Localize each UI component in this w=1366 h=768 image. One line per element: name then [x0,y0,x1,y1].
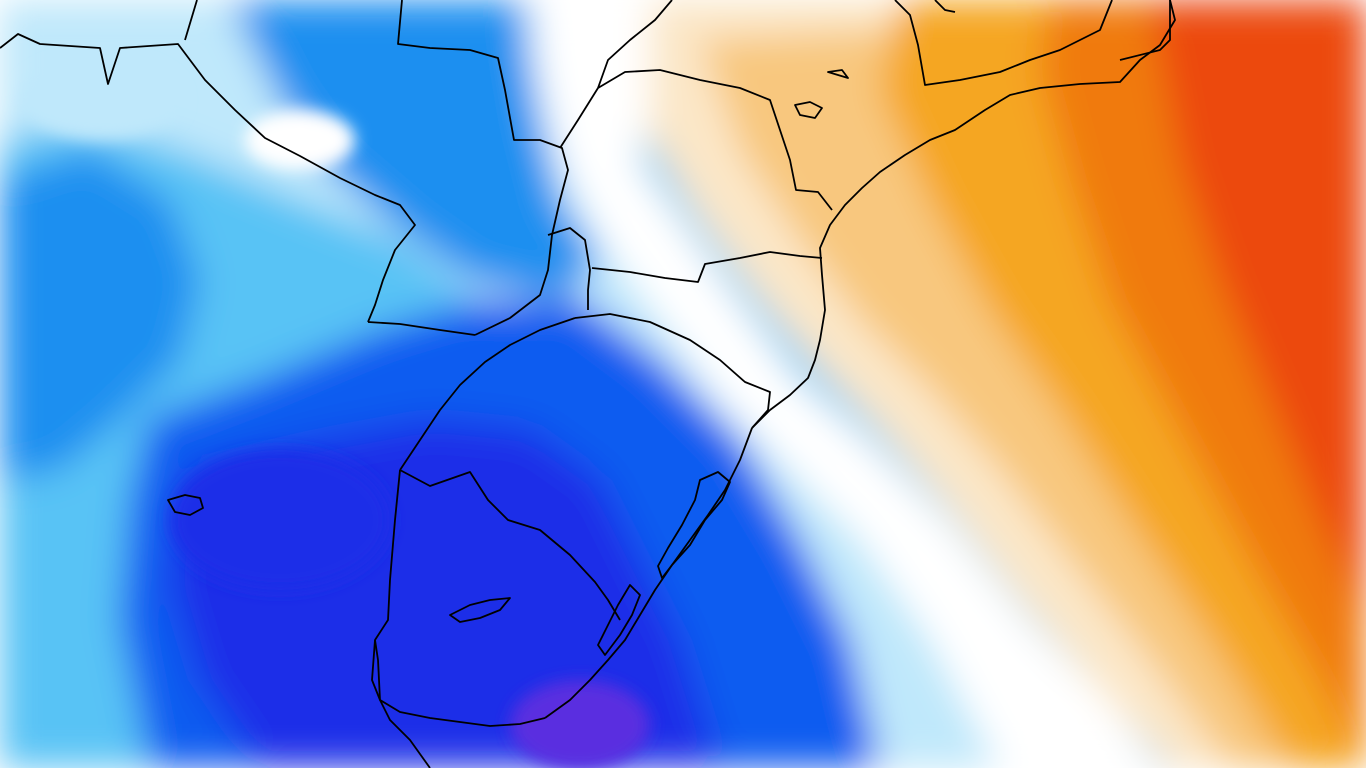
border-sp-mg [894,0,1171,86]
cold-core-layer [20,60,650,768]
border-rs-uruguay [399,469,621,621]
border-paraguay-brazil [184,0,569,336]
border-brazil-states-north [559,0,833,211]
coastline-rio-plata [374,639,431,768]
lagoa-dos-patos [657,471,731,579]
pale-island [245,110,355,170]
political-borders [0,0,1176,768]
deep-core-west [170,450,390,590]
border-misiones [367,227,591,336]
lagoa-mirim [597,584,641,656]
pale-island-2 [20,60,180,140]
warm-deep-region [1150,0,1366,620]
neutral-band [530,0,1160,768]
cold-blue-top [230,0,600,300]
coastline-brazil [751,0,1176,429]
cold-left-lobe [0,150,200,480]
purple-core [510,680,650,768]
border-argentina-rs [399,317,576,471]
border-argentina-north [0,33,416,323]
rincon-del-bonete [449,597,511,623]
coastline-rs [544,427,753,719]
border-sc-rs [574,313,771,429]
argentina-lake [167,494,204,516]
reservoir-mg [794,0,956,119]
border-pr-sc [591,251,823,283]
